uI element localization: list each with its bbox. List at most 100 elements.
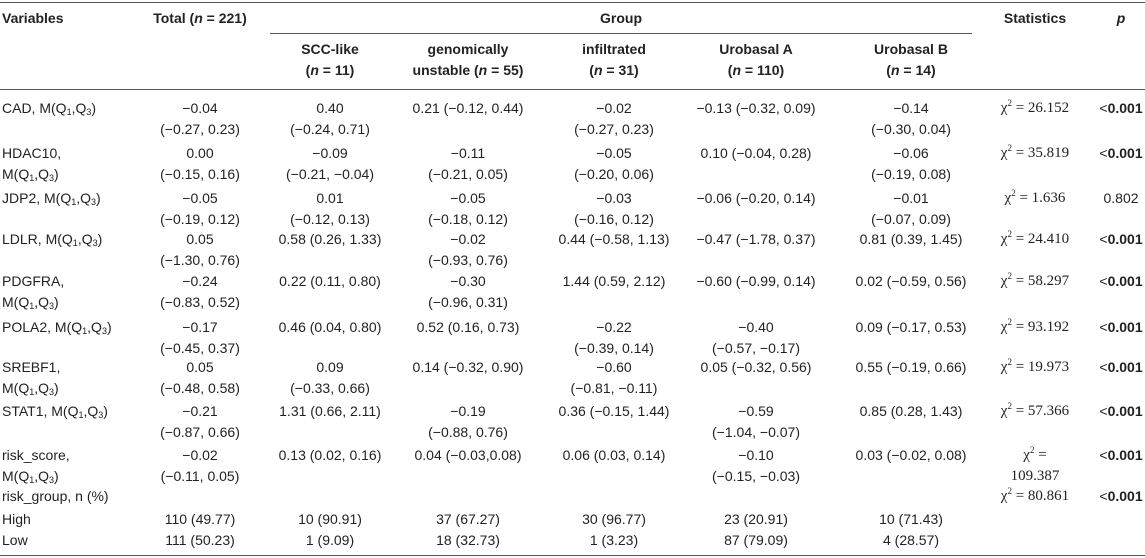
cell-group-value: 0.09: [316, 359, 344, 375]
cell-group-value: 10 (71.43): [879, 511, 943, 527]
cell-group-value: −0.03: [596, 190, 632, 206]
row-variable: POLA2, M(Q1,Q3): [2, 319, 112, 336]
row-variable: M(Q1,Q3): [2, 468, 59, 485]
cell-statistic: χ2 = 93.192: [1000, 317, 1070, 336]
header-variables: Variables: [2, 10, 64, 26]
cell-group-value: −0.10: [738, 447, 774, 463]
cell-statistic: χ2 = 24.410: [1000, 229, 1070, 248]
header-subgroup-n: (n = 11): [305, 62, 355, 78]
row-variable: HDAC10,: [2, 145, 62, 161]
row-variable: risk_score,: [2, 447, 70, 463]
cell-total: 110 (49.77): [164, 511, 236, 527]
row-variable: Low: [2, 532, 28, 548]
cell-group-value: (−0.07, 0.09): [871, 211, 951, 227]
cell-group-value: 0.10 (−0.04, 0.28): [700, 145, 812, 161]
cell-statistic: χ2 = 57.366: [1000, 401, 1070, 420]
cell-total: 0.05: [186, 231, 214, 247]
cell-group-value: −0.14: [893, 100, 929, 116]
row-variable: M(Q1,Q3): [2, 294, 59, 311]
cell-group-value: 0.40: [316, 100, 344, 116]
header-subgroup-n: (n = 110): [727, 62, 785, 78]
cell-group-value: −0.60: [596, 359, 632, 375]
bottom-rule: [0, 555, 1145, 556]
cell-total: −0.05: [182, 190, 218, 206]
cell-group-value: 0.02 (−0.59, 0.56): [855, 273, 967, 289]
header-subgroup-n: (n = 14): [886, 62, 936, 78]
cell-group-value: (−0.81, −0.11): [570, 380, 658, 396]
cell-group-value: 0.85 (0.28, 1.43): [859, 403, 963, 419]
header-statistics: Statistics: [1003, 10, 1067, 26]
cell-group-value: −0.02: [596, 100, 632, 116]
cell-statistic: χ2 = 80.861: [1000, 486, 1070, 505]
cell-group-value: 0.46 (0.04, 0.80): [278, 319, 382, 335]
cell-group-value: (−0.96, 0.31): [428, 294, 508, 310]
cell-group-value: −0.05: [450, 190, 486, 206]
cell-group-value: −0.05: [596, 145, 632, 161]
cell-group-value: 0.06 (0.03, 0.14): [562, 447, 666, 463]
cell-total: (−0.45, 0.37): [160, 340, 240, 356]
cell-total: (−0.83, 0.52): [160, 294, 240, 310]
cell-group-value: −0.11: [450, 145, 486, 161]
cell-p-value: <0.001: [1099, 447, 1143, 463]
cell-total: −0.21: [182, 403, 218, 419]
cell-group-value: 0.13 (0.02, 0.16): [278, 447, 382, 463]
cell-group-value: 0.58 (0.26, 1.33): [278, 231, 382, 247]
cell-group-value: −0.47 (−1.78, 0.37): [696, 231, 816, 247]
cell-group-value: (−0.93, 0.76): [428, 252, 508, 268]
cell-p-value: <0.001: [1099, 273, 1143, 289]
cell-total: (−0.87, 0.66): [160, 424, 240, 440]
cell-total: −0.04: [182, 100, 218, 116]
cell-group-value: −0.01: [893, 190, 929, 206]
cell-group-value: (−0.19, 0.08): [871, 166, 951, 182]
cell-group-value: (−0.88, 0.76): [428, 424, 508, 440]
cell-group-value: 4 (28.57): [882, 532, 940, 548]
cell-group-value: 0.22 (0.11, 0.80): [279, 273, 381, 289]
row-variable: PDGFRA,: [2, 273, 65, 289]
cell-group-value: 87 (79.09): [724, 532, 788, 548]
cell-group-value: −0.02: [450, 231, 486, 247]
cell-p-value: 0.802: [1103, 190, 1139, 206]
cell-total: 0.00: [186, 145, 214, 161]
cell-group-value: (−0.24, 0.71): [290, 121, 370, 137]
cell-group-value: (−0.15, −0.03): [712, 468, 800, 484]
cell-statistic: χ2 = 19.973: [1000, 357, 1070, 376]
cell-total: −0.24: [182, 273, 218, 289]
cell-statistic: χ2 = 26.152: [1000, 98, 1070, 117]
cell-total: (−0.15, 0.16): [160, 166, 240, 182]
cell-group-value: 1 (9.09): [305, 532, 355, 548]
cell-group-value: −0.13 (−0.32, 0.09): [696, 100, 816, 116]
cell-statistic: 109.387: [1010, 468, 1060, 484]
cell-group-value: −0.22: [596, 319, 632, 335]
cell-group-value: (−0.20, 0.06): [574, 166, 654, 182]
cell-group-value: 0.09 (−0.17, 0.53): [855, 319, 967, 335]
cell-group-value: (−0.39, 0.14): [574, 340, 654, 356]
cell-group-value: 0.52 (0.16, 0.73): [416, 319, 520, 335]
cell-group-value: (−0.18, 0.12): [428, 211, 508, 227]
row-variable: CAD, M(Q1,Q3): [2, 100, 97, 117]
cell-total: (−0.11, 0.05): [160, 468, 240, 484]
row-variable: LDLR, M(Q1,Q3): [2, 231, 103, 248]
cell-total: −0.02: [182, 447, 218, 463]
cell-total: 111 (50.23): [165, 532, 235, 548]
cell-statistic: χ2 =: [1023, 445, 1047, 464]
header-group: Group: [600, 10, 642, 26]
cell-total: (−0.48, 0.58): [160, 380, 240, 396]
header-subgroup: Urobasal B: [874, 41, 948, 57]
top-rule: [0, 2, 1145, 3]
cell-p-value: <0.001: [1099, 319, 1143, 335]
cell-group-value: (−0.57, −0.17): [712, 340, 800, 356]
cell-group-value: 1.31 (0.66, 2.11): [279, 403, 381, 419]
cell-group-value: (−0.30, 0.04): [871, 121, 951, 137]
cell-statistic: χ2 = 35.819: [1000, 143, 1070, 162]
cell-group-value: (−0.27, 0.23): [574, 121, 654, 137]
cell-total: (−0.27, 0.23): [160, 121, 240, 137]
cell-group-value: (−0.33, 0.66): [290, 380, 370, 396]
header-subgroup-n: (n = 31): [589, 62, 639, 78]
cell-group-value: (−0.21, 0.05): [428, 166, 508, 182]
row-variable: M(Q1,Q3): [2, 166, 59, 183]
cell-group-value: 1.44 (0.59, 2.12): [562, 273, 666, 289]
header-subgroup-n: unstable (n = 55): [412, 62, 524, 78]
group-rule: [270, 33, 972, 34]
cell-p-value: <0.001: [1099, 488, 1143, 504]
